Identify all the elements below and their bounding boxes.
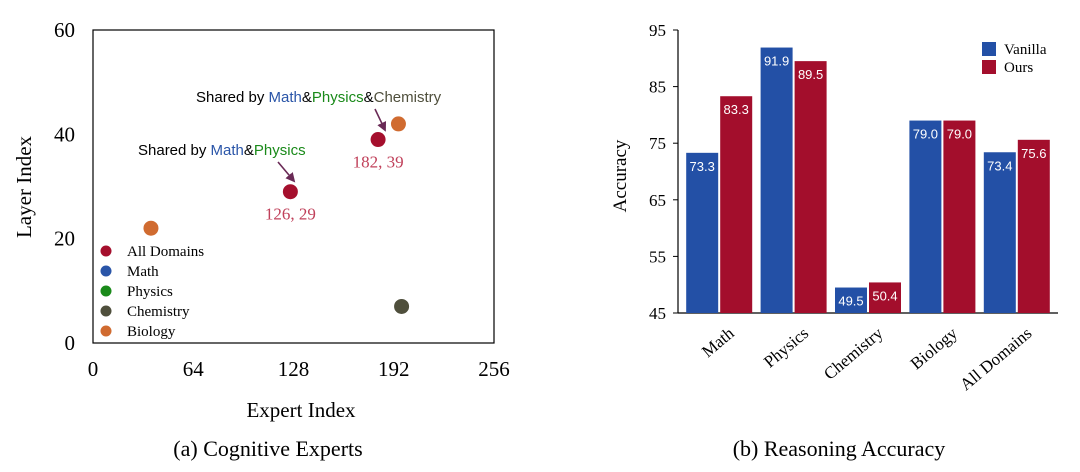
legend-label: Vanilla bbox=[1004, 42, 1047, 58]
bar-value-label: 89.5 bbox=[798, 67, 823, 82]
bar-vanilla bbox=[983, 152, 1016, 313]
legend-swatch bbox=[982, 60, 996, 74]
annotation-part: Math bbox=[269, 89, 302, 106]
annotation-text: Shared by Math&Physics bbox=[138, 142, 306, 159]
annotation-part: Physics bbox=[254, 142, 306, 159]
y-tick-label: 65 bbox=[649, 191, 666, 210]
legend-label: Math bbox=[127, 264, 159, 280]
x-tick-label: 0 bbox=[88, 357, 99, 381]
legend-marker bbox=[100, 325, 112, 337]
legend-label: Chemistry bbox=[127, 304, 190, 320]
point-coordinate-label: 182, 39 bbox=[353, 153, 404, 172]
y-tick-label: 40 bbox=[54, 122, 75, 146]
bar-ours bbox=[1017, 139, 1050, 313]
bar-value-label: 50.4 bbox=[872, 288, 897, 303]
legend-marker bbox=[100, 265, 112, 277]
bar-value-label: 75.6 bbox=[1021, 146, 1046, 161]
x-tick-label: 64 bbox=[183, 357, 205, 381]
bar-vanilla bbox=[760, 47, 793, 314]
x-tick-label: Physics bbox=[760, 324, 812, 372]
bar-ours bbox=[720, 96, 753, 313]
bar-value-label: 83.3 bbox=[724, 102, 749, 117]
legend-marker bbox=[100, 305, 112, 317]
annotation-part: & bbox=[302, 89, 312, 106]
x-tick-label: 192 bbox=[378, 357, 410, 381]
annotation-text: Shared by Math&Physics&Chemistry bbox=[196, 89, 442, 106]
scatter-point bbox=[394, 298, 410, 314]
bar-value-label: 73.3 bbox=[690, 159, 715, 174]
y-axis-label: Layer Index bbox=[12, 135, 36, 238]
annotation-part: Physics bbox=[312, 89, 364, 106]
bar-vanilla bbox=[686, 152, 719, 313]
annotation-part: & bbox=[364, 89, 374, 106]
point-coordinate-label: 126, 29 bbox=[265, 205, 316, 224]
y-tick-label: 75 bbox=[649, 134, 666, 153]
legend-label: Biology bbox=[127, 324, 176, 340]
x-tick-label: 128 bbox=[278, 357, 310, 381]
y-tick-label: 95 bbox=[649, 21, 666, 40]
x-tick-label: 256 bbox=[478, 357, 510, 381]
legend-swatch bbox=[982, 42, 996, 56]
bar-vanilla bbox=[835, 287, 867, 313]
y-tick-label: 60 bbox=[54, 18, 75, 42]
figure-caption-a: (a) Cognitive Experts bbox=[173, 436, 362, 461]
y-tick-label: 45 bbox=[649, 304, 666, 323]
scatter-point bbox=[370, 132, 386, 148]
bar-ours bbox=[794, 61, 827, 313]
annotation-part: & bbox=[244, 142, 254, 159]
bar-vanilla bbox=[909, 120, 942, 313]
annotation-part: Math bbox=[211, 142, 244, 159]
x-tick-label: Chemistry bbox=[820, 323, 887, 383]
x-axis-label: Expert Index bbox=[246, 398, 356, 422]
annotation-prefix: Shared by bbox=[138, 142, 211, 159]
annotation-arrow bbox=[277, 161, 296, 183]
scatter-point bbox=[282, 184, 298, 200]
legend-label: Physics bbox=[127, 284, 173, 300]
y-tick-label: 55 bbox=[649, 247, 666, 266]
bar-ours bbox=[943, 120, 976, 313]
x-tick-label: All Domains bbox=[956, 324, 1035, 395]
bar-value-label: 79.0 bbox=[947, 127, 972, 142]
bar-value-label: 73.4 bbox=[987, 158, 1012, 173]
y-axis-label: Accuracy bbox=[610, 139, 631, 212]
x-tick-label: Math bbox=[698, 323, 738, 361]
legend-marker bbox=[100, 245, 112, 257]
annotation-arrow bbox=[374, 108, 387, 132]
legend-label: Ours bbox=[1004, 60, 1033, 76]
x-tick-label: Biology bbox=[907, 323, 962, 373]
annotation-prefix: Shared by bbox=[196, 89, 269, 106]
scatter-point bbox=[143, 220, 159, 236]
annotation-part: Chemistry bbox=[374, 89, 442, 106]
bar-value-label: 79.0 bbox=[913, 127, 938, 142]
bar-ours bbox=[869, 282, 901, 313]
y-tick-label: 20 bbox=[54, 227, 75, 251]
bar-value-label: 49.5 bbox=[838, 294, 863, 309]
legend-marker bbox=[100, 285, 112, 297]
legend-label: All Domains bbox=[127, 244, 204, 260]
scatter-point bbox=[390, 116, 406, 132]
bar-value-label: 91.9 bbox=[764, 54, 789, 69]
y-tick-label: 85 bbox=[649, 78, 666, 97]
plot-frame bbox=[92, 29, 495, 344]
y-tick-label: 0 bbox=[65, 331, 76, 355]
figure-caption-b: (b) Reasoning Accuracy bbox=[733, 436, 946, 461]
